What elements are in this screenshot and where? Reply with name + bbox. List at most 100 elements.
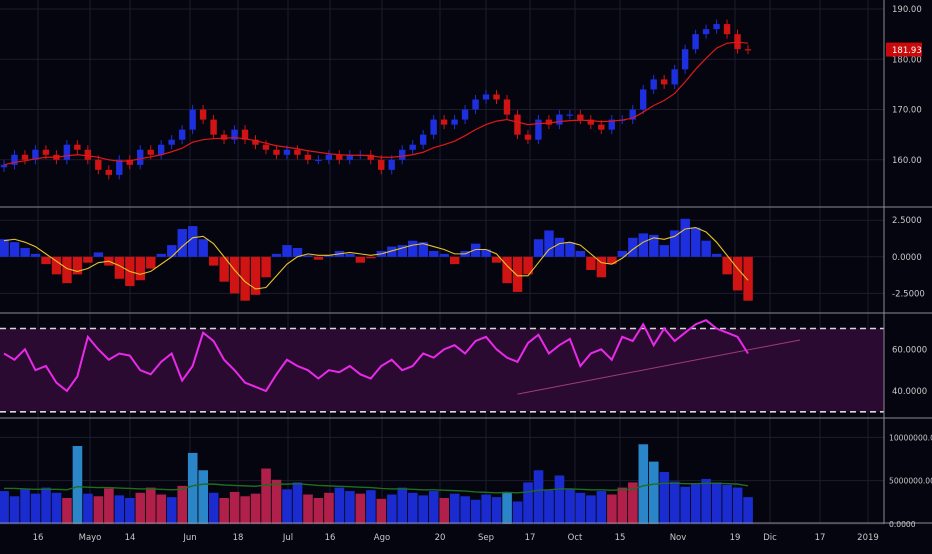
oscillator-bar: [345, 253, 355, 257]
candle-body: [440, 119, 448, 125]
volume-bar: [722, 485, 732, 524]
oscillator-bar: [156, 253, 166, 257]
candle-body: [493, 94, 500, 100]
volume-bar: [355, 493, 366, 524]
candle-body: [671, 69, 678, 85]
oscillator-bar: [229, 256, 240, 294]
candle-body: [524, 134, 532, 140]
candle-body: [74, 144, 81, 150]
price-tick-label: 190.00: [892, 5, 922, 15]
x-axis-tick-label: Jun: [182, 533, 196, 543]
volume-bar: [481, 494, 491, 524]
candle-body: [367, 154, 374, 160]
candle-body: [577, 114, 584, 120]
x-axis-tick-label: 19: [730, 533, 741, 543]
price-tick-label: 170.00: [892, 106, 922, 116]
candle-body: [304, 154, 312, 160]
oscillator-bar: [271, 253, 282, 257]
oscillator-bar: [397, 245, 407, 257]
volume-bar: [460, 496, 470, 524]
candle-body: [388, 159, 395, 170]
oscillator-bar: [449, 256, 460, 265]
candle-body: [419, 134, 427, 145]
candle-body: [681, 49, 689, 70]
oscillator-bar: [240, 256, 250, 301]
volume-bar: [72, 446, 83, 524]
candle-body: [556, 114, 563, 125]
x-axis-tick-label: 15: [615, 533, 626, 543]
x-axis-tick-label: 17: [525, 533, 536, 543]
volume-bar: [292, 482, 303, 524]
oscillator-bar: [533, 239, 544, 257]
volume-pane: [0, 444, 753, 524]
candle-body: [231, 129, 238, 140]
oscillator-bar: [628, 237, 638, 257]
volume-bar: [93, 496, 104, 524]
oscillator-bar: [439, 253, 449, 257]
oscillator-bar: [188, 226, 198, 257]
oscillator-bar: [418, 242, 428, 257]
candle-body: [220, 134, 228, 140]
candle-body: [378, 159, 385, 170]
volume-bar: [669, 481, 680, 524]
candle-body: [84, 149, 92, 160]
oscillator-bar: [586, 256, 596, 270]
candle-body: [398, 149, 406, 160]
x-axis-tick-label: Nov: [670, 533, 687, 543]
oscillator-bar: [250, 256, 261, 295]
candle-body: [608, 119, 615, 130]
volume-bar: [62, 498, 72, 524]
volume-bar: [30, 493, 41, 524]
oscillator-bar: [261, 256, 271, 278]
volume-moving-average-line: [4, 482, 749, 494]
volume-bar: [376, 498, 387, 524]
candle-body: [472, 99, 479, 110]
oscillator-bar: [219, 256, 229, 282]
candle-body: [535, 119, 542, 140]
oscillator-bar: [282, 245, 292, 257]
x-axis-tick-label: Ago: [374, 533, 390, 543]
candle-body: [168, 139, 175, 145]
volume-bar: [502, 492, 512, 524]
volume-bar: [250, 493, 261, 524]
volume-bar: [439, 498, 450, 524]
candle-body: [116, 159, 123, 175]
candle-body: [157, 144, 165, 155]
volume-bar: [219, 498, 229, 524]
volume-bar: [83, 493, 93, 524]
candle-body: [178, 129, 186, 140]
oscillator-bar: [512, 256, 523, 292]
volume-bar: [617, 487, 628, 524]
oscillator-bar: [680, 218, 690, 257]
x-axis-tick-label: 16: [325, 533, 336, 543]
candle-body: [199, 109, 207, 120]
price-pane: [0, 19, 752, 180]
candle-body: [598, 124, 605, 130]
price-tick-label: 160.00: [892, 156, 922, 166]
oscillator-bar: [72, 256, 83, 275]
candle-body: [189, 109, 196, 130]
candle-body: [210, 119, 217, 135]
candle-body: [744, 49, 752, 51]
candle-body: [63, 144, 71, 160]
rsi-tick-label: 60.0000: [892, 345, 927, 355]
candle-body: [514, 114, 521, 135]
volume-bar: [146, 487, 156, 524]
candle-body: [126, 159, 133, 165]
x-axis-tick-label: 18: [233, 533, 244, 543]
oscillator-tick-label: 2.5000: [892, 216, 922, 226]
volume-bar: [114, 495, 125, 524]
candle-body: [273, 149, 280, 155]
x-axis-tick-label: 17: [815, 533, 826, 543]
x-axis-tick-label: 20: [435, 533, 446, 543]
oscillator-bar: [83, 256, 93, 263]
x-axis-tick-label: Dic: [763, 533, 777, 543]
volume-bar: [565, 489, 575, 524]
volume-bar: [187, 452, 198, 524]
oscillator-bar: [208, 256, 219, 266]
oscillator-bar: [491, 256, 502, 263]
volume-bar: [334, 487, 345, 524]
volume-bar: [345, 491, 355, 524]
oscillator-bar: [711, 253, 722, 257]
rsi-line: [3, 319, 749, 393]
